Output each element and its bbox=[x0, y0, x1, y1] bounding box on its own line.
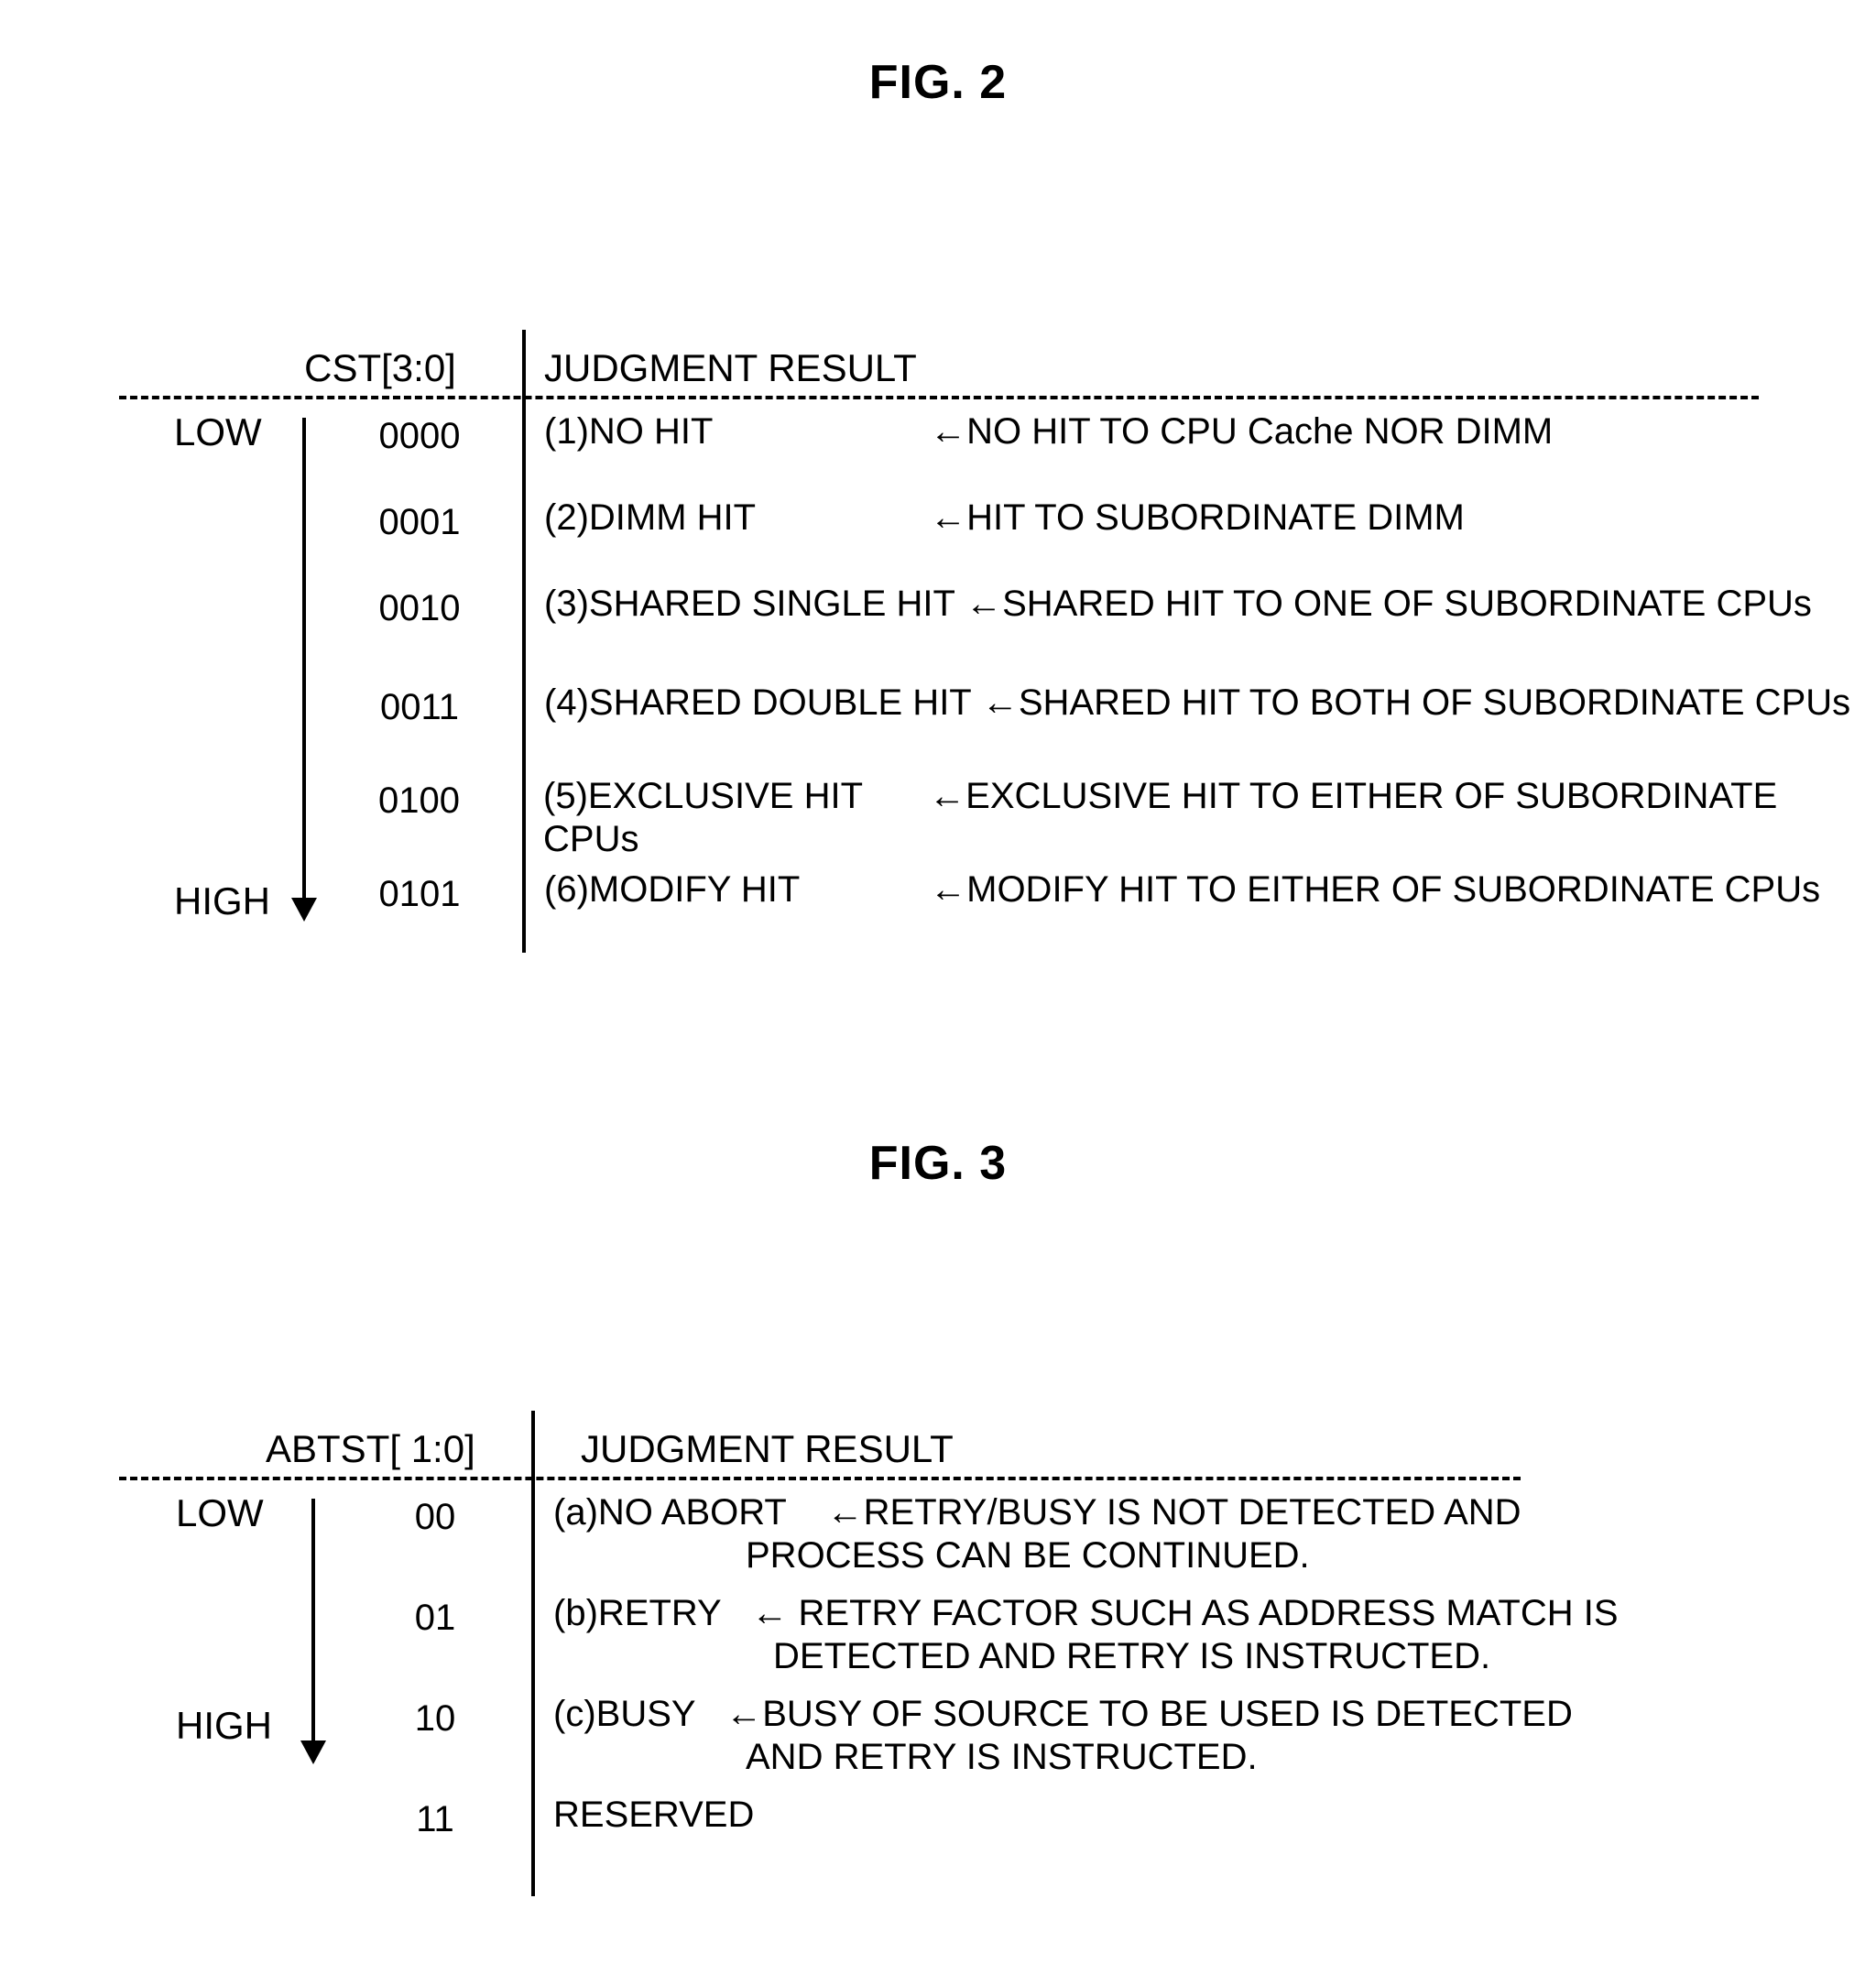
fig3-table: ABTST[ 1:0] JUDGMENT RESULT LOW HIGH 00 … bbox=[119, 1411, 1876, 1924]
judgment-cell: (4)SHARED DOUBLE HIT ←SHARED HIT TO BOTH… bbox=[522, 682, 1850, 725]
judgment-desc: ←SHARED HIT TO BOTH OF SUBORDINATE CPUs bbox=[982, 682, 1850, 723]
judgment-result: (4)SHARED DOUBLE HIT bbox=[544, 682, 972, 725]
fig3-dashed-line bbox=[119, 1477, 1521, 1480]
judgment-cell: (6)MODIFY HIT ←MODIFY HIT TO EITHER OF S… bbox=[522, 868, 1820, 911]
judgment-result: (c)BUSY bbox=[553, 1694, 695, 1734]
judgment-cell: (5)EXCLUSIVE HIT ←EXCLUSIVE HIT TO EITHE… bbox=[521, 775, 1876, 861]
fig3-header: ABTST[ 1:0] JUDGMENT RESULT bbox=[119, 1411, 1876, 1477]
fig2-header-result: JUDGMENT RESULT bbox=[522, 346, 1876, 396]
judgment-desc: ←MODIFY HIT TO EITHER OF SUBORDINATE CPU… bbox=[930, 869, 1820, 910]
fig2-header-code: CST[3:0] bbox=[238, 346, 522, 396]
abtst-code: 00 bbox=[366, 1491, 504, 1538]
judgment-result: (b)RETRY bbox=[553, 1593, 721, 1633]
judgment-cell: (a)NO ABORT ←RETRY/BUSY IS NOT DETECTED … bbox=[531, 1491, 1522, 1577]
abtst-code: 01 bbox=[366, 1592, 504, 1639]
judgment-cell: (b)RETRY ← RETRY FACTOR SUCH AS ADDRESS … bbox=[531, 1592, 1619, 1678]
judgment-cont: DETECTED AND RETRY IS INSTRUCTED. bbox=[773, 1635, 1490, 1678]
table-row: 11 RESERVED bbox=[119, 1794, 1876, 1849]
judgment-cont: PROCESS CAN BE CONTINUED. bbox=[746, 1534, 1310, 1577]
fig3-header-code: ABTST[ 1:0] bbox=[238, 1427, 559, 1477]
table-row: 10 (c)BUSY ←BUSY OF SOURCE TO BE USED IS… bbox=[119, 1693, 1876, 1794]
table-row: 0000 (1)NO HIT ←NO HIT TO CPU Cache NOR … bbox=[119, 410, 1876, 496]
judgment-desc: ←SHARED HIT TO ONE OF SUBORDINATE CPUs bbox=[965, 584, 1812, 624]
fig2-title: FIG. 2 bbox=[0, 55, 1876, 110]
table-row: 0001 (2)DIMM HIT ←HIT TO SUBORDINATE DIM… bbox=[119, 496, 1876, 583]
figure-3: FIG. 3 ABTST[ 1:0] JUDGMENT RESULT LOW H… bbox=[0, 1136, 1876, 1924]
judgment-result: (3)SHARED SINGLE HIT bbox=[544, 583, 955, 626]
judgment-cell: RESERVED bbox=[531, 1794, 754, 1837]
abtst-code: 10 bbox=[366, 1693, 504, 1740]
figure-2: FIG. 2 CST[3:0] JUDGMENT RESULT LOW HIGH… bbox=[0, 0, 1876, 971]
fig2-table: CST[3:0] JUDGMENT RESULT LOW HIGH 0000 (… bbox=[119, 330, 1876, 971]
cst-code: 0011 bbox=[337, 682, 502, 728]
judgment-cell: (3)SHARED SINGLE HIT ←SHARED HIT TO ONE … bbox=[522, 583, 1812, 626]
judgment-cell: (2)DIMM HIT ←HIT TO SUBORDINATE DIMM bbox=[522, 496, 1465, 540]
cst-code: 0010 bbox=[337, 583, 502, 629]
judgment-result: RESERVED bbox=[553, 1795, 754, 1835]
judgment-result: (a)NO ABORT bbox=[553, 1492, 786, 1533]
judgment-result: (2)DIMM HIT bbox=[544, 496, 920, 540]
table-row: 0011 (4)SHARED DOUBLE HIT ←SHARED HIT TO… bbox=[119, 682, 1876, 775]
fig3-title: FIG. 3 bbox=[0, 1136, 1876, 1191]
judgment-result: (5)EXCLUSIVE HIT bbox=[543, 775, 919, 818]
table-row: 0101 (6)MODIFY HIT ←MODIFY HIT TO EITHER… bbox=[119, 868, 1876, 955]
fig3-body: 00 (a)NO ABORT ←RETRY/BUSY IS NOT DETECT… bbox=[119, 1491, 1876, 1849]
judgment-desc: ←BUSY OF SOURCE TO BE USED IS DETECTED bbox=[725, 1694, 1573, 1734]
fig3-header-result: JUDGMENT RESULT bbox=[559, 1427, 1876, 1477]
cst-code: 0001 bbox=[337, 496, 502, 543]
table-row: 0100 (5)EXCLUSIVE HIT ←EXCLUSIVE HIT TO … bbox=[119, 775, 1876, 868]
judgment-desc: ←HIT TO SUBORDINATE DIMM bbox=[930, 497, 1465, 538]
cst-code: 0101 bbox=[337, 868, 502, 915]
abtst-code: 11 bbox=[366, 1794, 504, 1840]
fig2-body: 0000 (1)NO HIT ←NO HIT TO CPU Cache NOR … bbox=[119, 410, 1876, 955]
judgment-cell: (c)BUSY ←BUSY OF SOURCE TO BE USED IS DE… bbox=[531, 1693, 1573, 1779]
judgment-result: (1)NO HIT bbox=[544, 410, 920, 453]
fig2-dashed-line bbox=[119, 396, 1759, 399]
table-row: 0010 (3)SHARED SINGLE HIT ←SHARED HIT TO… bbox=[119, 583, 1876, 682]
judgment-desc: ← RETRY FACTOR SUCH AS ADDRESS MATCH IS bbox=[751, 1593, 1618, 1633]
judgment-desc: ←NO HIT TO CPU Cache NOR DIMM bbox=[930, 411, 1553, 452]
table-row: 01 (b)RETRY ← RETRY FACTOR SUCH AS ADDRE… bbox=[119, 1592, 1876, 1693]
table-row: 00 (a)NO ABORT ←RETRY/BUSY IS NOT DETECT… bbox=[119, 1491, 1876, 1592]
judgment-desc: ←RETRY/BUSY IS NOT DETECTED AND bbox=[827, 1492, 1522, 1533]
judgment-cell: (1)NO HIT ←NO HIT TO CPU Cache NOR DIMM bbox=[522, 410, 1553, 453]
judgment-result: (6)MODIFY HIT bbox=[544, 868, 920, 911]
cst-code: 0100 bbox=[337, 775, 501, 822]
fig2-header: CST[3:0] JUDGMENT RESULT bbox=[119, 330, 1876, 396]
cst-code: 0000 bbox=[337, 410, 502, 457]
judgment-cont: AND RETRY IS INSTRUCTED. bbox=[746, 1736, 1258, 1779]
